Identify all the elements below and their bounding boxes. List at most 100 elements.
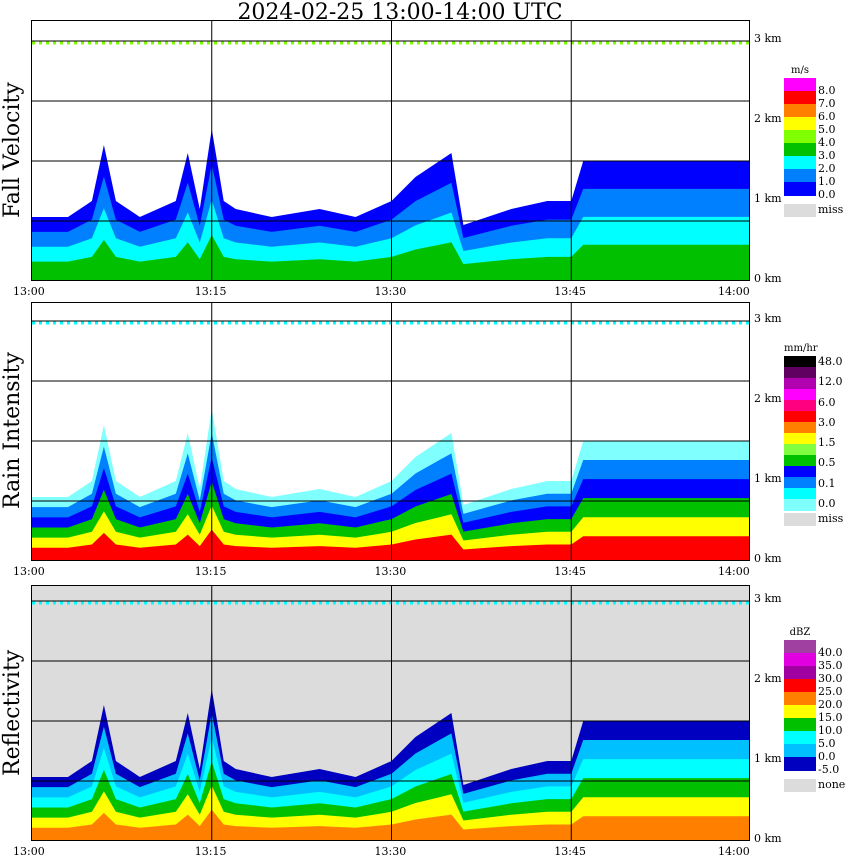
legend-swatch <box>784 433 816 445</box>
x-tick-label: 14:00 <box>718 845 750 858</box>
legend-swatch <box>784 744 816 758</box>
legend-swatch <box>784 91 816 105</box>
legend-value: 5.0 <box>818 737 836 750</box>
legend-swatch <box>784 466 816 478</box>
legend-value: 12.0 <box>818 375 843 389</box>
legend-value: 0.0 <box>818 497 836 510</box>
x-tick-label: 13:15 <box>194 285 227 298</box>
legend-unit: mm/hr <box>784 343 818 354</box>
legend-unit: m/s <box>791 65 809 76</box>
legend-value: 10.0 <box>818 724 843 737</box>
legend-swatch <box>784 692 816 706</box>
legend-swatch <box>784 104 816 118</box>
legend-value: 0.0 <box>818 188 836 201</box>
legend-value: 1.0 <box>818 175 836 188</box>
legend-swatch <box>784 488 816 500</box>
legend-swatch <box>784 367 816 379</box>
legend-swatch <box>784 666 816 680</box>
x-tick-label: 13:30 <box>374 845 407 858</box>
y-axis-label: Fall Velocity <box>0 82 25 218</box>
legend-value: 20.0 <box>818 698 843 711</box>
legend-value: 8.0 <box>818 84 836 97</box>
y-tick-label: 2 km <box>754 112 782 125</box>
legend-swatch <box>784 411 816 423</box>
legend-value: 48.0 <box>818 355 843 368</box>
legend-swatch <box>784 653 816 667</box>
legend-missing-label: none <box>818 778 846 791</box>
legend-swatch <box>784 705 816 719</box>
legend-swatch <box>784 731 816 745</box>
legend-swatch <box>784 422 816 434</box>
y-tick-label: 0 km <box>754 832 782 845</box>
legend-swatch <box>784 78 816 92</box>
legend-value: 0.0 <box>818 750 836 763</box>
y-tick-label: 1 km <box>754 472 782 485</box>
legend-swatch <box>784 143 816 157</box>
y-tick-label: 2 km <box>754 392 782 405</box>
y-tick-label: 3 km <box>754 312 782 325</box>
legend-missing-swatch <box>784 513 816 526</box>
plot-area-2 <box>31 585 750 841</box>
y-tick-label: 3 km <box>754 32 782 45</box>
legend-value: 1.5 <box>818 436 836 450</box>
legend-missing-swatch <box>784 779 816 792</box>
radar-heatmap <box>32 586 749 840</box>
x-tick-label: 13:15 <box>194 845 227 858</box>
x-tick-label: 14:00 <box>718 285 750 298</box>
legend-value: 3.0 <box>818 149 836 162</box>
y-axis-label: Reflectivity <box>0 649 25 776</box>
plot-area-1 <box>31 302 750 561</box>
x-tick-label: 13:15 <box>194 565 227 578</box>
legend-value: 7.0 <box>818 97 836 110</box>
legend-swatch <box>784 477 816 489</box>
legend-swatch <box>784 640 816 654</box>
legend-swatch <box>784 679 816 693</box>
radar-heatmap <box>32 21 749 280</box>
legend-missing-swatch <box>784 204 816 217</box>
legend-value: 40.0 <box>818 646 843 659</box>
plot-area-0 <box>31 20 750 281</box>
y-tick-label: 3 km <box>754 592 782 605</box>
y-tick-label: 1 km <box>754 752 782 765</box>
y-tick-label: 1 km <box>754 192 782 205</box>
x-tick-label: 13:00 <box>13 285 45 298</box>
x-tick-label: 13:45 <box>554 565 586 578</box>
legend-swatch <box>784 117 816 131</box>
legend-swatch <box>784 444 816 456</box>
legend-value: 25.0 <box>818 685 843 698</box>
legend-swatch <box>784 356 816 368</box>
legend-unit: dBZ <box>789 627 811 638</box>
legend-value: 30.0 <box>818 672 843 685</box>
x-tick-label: 13:00 <box>13 565 45 578</box>
legend-value: 35.0 <box>818 659 843 672</box>
legend-swatch <box>784 156 816 170</box>
x-tick-label: 13:30 <box>374 565 407 578</box>
legend-value: 0.5 <box>818 456 836 470</box>
legend-value: 15.0 <box>818 711 843 724</box>
legend-value: 5.0 <box>818 123 836 136</box>
y-axis-label: Rain Intensity <box>0 352 25 510</box>
legend-value: -5.0 <box>818 763 840 776</box>
y-tick-label: 0 km <box>754 272 782 285</box>
x-tick-label: 13:45 <box>554 845 586 858</box>
legend-swatch <box>784 389 816 401</box>
x-tick-label: 13:30 <box>374 285 407 298</box>
legend-swatch <box>784 378 816 390</box>
x-tick-label: 13:00 <box>13 845 45 858</box>
legend-swatch <box>784 499 816 511</box>
legend-swatch <box>784 757 816 771</box>
legend-swatch <box>784 169 816 183</box>
legend-value: 6.0 <box>818 395 836 409</box>
x-tick-label: 14:00 <box>718 565 750 578</box>
legend-value: 6.0 <box>818 110 836 123</box>
legend-missing-label: miss <box>818 512 844 525</box>
legend-swatch <box>784 718 816 732</box>
legend-value: 0.1 <box>818 476 836 490</box>
legend-swatch <box>784 400 816 412</box>
y-tick-label: 0 km <box>754 552 782 565</box>
x-tick-label: 13:45 <box>554 285 586 298</box>
legend-missing-label: miss <box>818 203 844 216</box>
legend-swatch <box>784 130 816 144</box>
legend-value: 4.0 <box>818 136 836 149</box>
y-tick-label: 2 km <box>754 672 782 685</box>
